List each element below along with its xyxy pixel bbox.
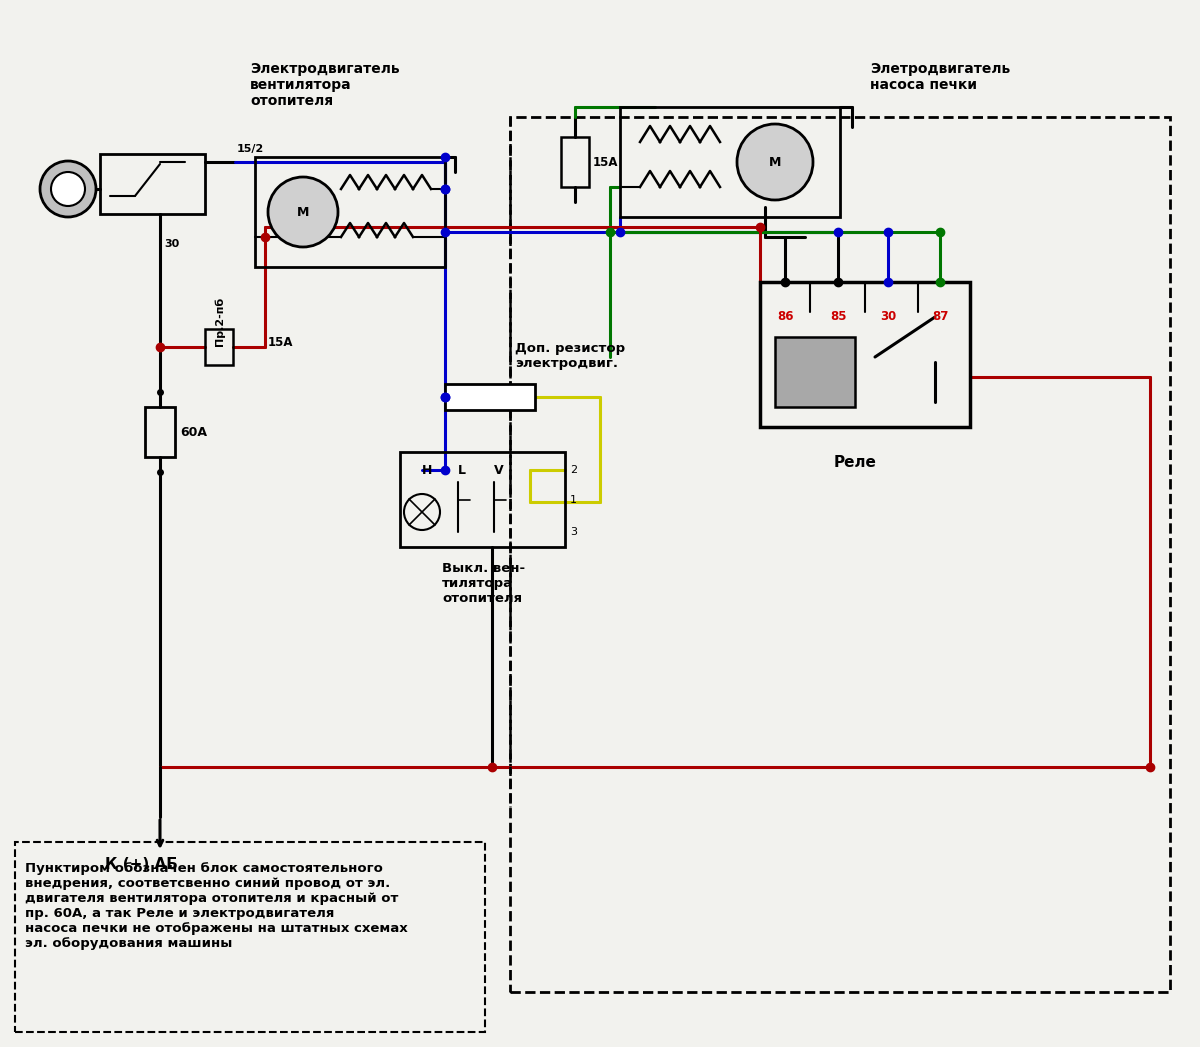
- Bar: [775, 337, 854, 407]
- Text: К (+) АБ: К (+) АБ: [106, 857, 178, 872]
- Bar: [445, 384, 535, 410]
- Circle shape: [268, 177, 338, 247]
- Text: Электродвигатель
вентилятора
отопителя: Электродвигатель вентилятора отопителя: [250, 62, 400, 109]
- Circle shape: [50, 172, 85, 206]
- Text: H: H: [422, 464, 432, 476]
- Text: 3: 3: [570, 527, 577, 537]
- Text: Выкл. вен-
тилятора
отопителя: Выкл. вен- тилятора отопителя: [442, 562, 526, 605]
- Text: Реле: Реле: [834, 455, 876, 470]
- Text: 15А: 15А: [268, 335, 294, 349]
- Text: Пунктиром обозначен блок самостоятельного
внедрения, соответсвенно синий провод : Пунктиром обозначен блок самостоятельног…: [25, 862, 408, 950]
- Text: Элетродвигатель
насоса печки: Элетродвигатель насоса печки: [870, 62, 1010, 92]
- Text: 15/2: 15/2: [238, 144, 264, 154]
- Bar: [145, 407, 175, 456]
- Text: 1: 1: [570, 495, 577, 505]
- Circle shape: [737, 124, 814, 200]
- Text: 87: 87: [932, 311, 948, 324]
- Text: Пр.2-пб: Пр.2-пб: [215, 297, 226, 347]
- Text: 30: 30: [164, 239, 179, 249]
- Text: 2: 2: [570, 465, 577, 475]
- Bar: [400, 452, 565, 547]
- Bar: [100, 154, 205, 214]
- Bar: [562, 137, 589, 187]
- Bar: [760, 282, 970, 427]
- Text: M: M: [769, 156, 781, 169]
- Bar: [620, 107, 840, 217]
- Text: M: M: [296, 205, 310, 219]
- Bar: [256, 157, 445, 267]
- Text: Доп. резистор
электродвиг.: Доп. резистор электродвиг.: [515, 342, 625, 370]
- Text: V: V: [494, 464, 504, 476]
- Circle shape: [40, 161, 96, 217]
- Text: 15А: 15А: [593, 156, 618, 169]
- Text: 30: 30: [880, 311, 896, 324]
- Text: 86: 86: [778, 311, 793, 324]
- Text: L: L: [458, 464, 466, 476]
- Text: 85: 85: [830, 311, 846, 324]
- Text: 60А: 60А: [180, 425, 208, 439]
- Bar: [205, 329, 233, 365]
